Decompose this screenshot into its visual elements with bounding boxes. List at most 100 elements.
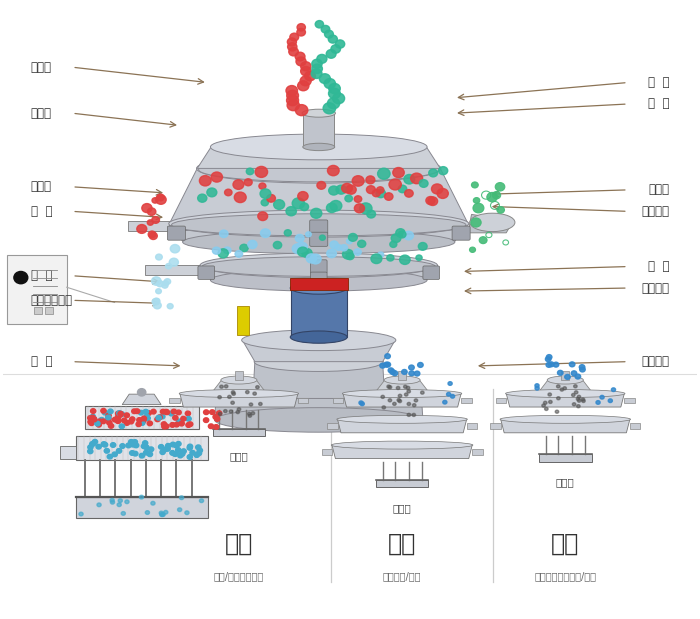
Circle shape xyxy=(164,279,171,284)
Circle shape xyxy=(147,452,153,457)
Circle shape xyxy=(367,210,375,218)
Polygon shape xyxy=(197,147,440,168)
Circle shape xyxy=(366,176,375,184)
Circle shape xyxy=(209,424,214,428)
Circle shape xyxy=(88,415,93,420)
Circle shape xyxy=(393,168,404,178)
Circle shape xyxy=(246,391,249,394)
Circle shape xyxy=(325,30,333,38)
Polygon shape xyxy=(496,397,506,403)
Polygon shape xyxy=(490,423,500,429)
Circle shape xyxy=(419,243,427,250)
Circle shape xyxy=(296,57,306,66)
Circle shape xyxy=(99,417,104,422)
Circle shape xyxy=(174,443,179,448)
FancyBboxPatch shape xyxy=(376,480,428,487)
Circle shape xyxy=(286,85,297,96)
FancyBboxPatch shape xyxy=(452,226,470,240)
Circle shape xyxy=(179,422,184,426)
Circle shape xyxy=(331,45,340,53)
Circle shape xyxy=(437,189,448,199)
FancyBboxPatch shape xyxy=(310,272,327,285)
Circle shape xyxy=(358,240,366,248)
Circle shape xyxy=(311,209,322,219)
Circle shape xyxy=(94,422,100,426)
Polygon shape xyxy=(624,397,635,403)
Polygon shape xyxy=(332,397,343,403)
Circle shape xyxy=(116,419,120,423)
Circle shape xyxy=(102,443,108,447)
Circle shape xyxy=(225,385,228,388)
Circle shape xyxy=(312,64,323,74)
Circle shape xyxy=(212,247,220,254)
Circle shape xyxy=(120,444,125,448)
Circle shape xyxy=(384,362,389,367)
Polygon shape xyxy=(374,380,430,394)
Circle shape xyxy=(188,444,193,449)
Circle shape xyxy=(389,179,401,190)
Circle shape xyxy=(574,385,577,387)
Circle shape xyxy=(407,390,410,393)
Circle shape xyxy=(335,245,342,250)
Circle shape xyxy=(389,399,392,402)
Polygon shape xyxy=(122,394,161,405)
Circle shape xyxy=(580,367,585,372)
Circle shape xyxy=(376,189,386,197)
Circle shape xyxy=(159,511,163,515)
Polygon shape xyxy=(169,397,180,403)
Circle shape xyxy=(169,411,174,416)
Circle shape xyxy=(428,197,438,206)
Circle shape xyxy=(288,43,297,51)
FancyBboxPatch shape xyxy=(423,266,440,279)
Circle shape xyxy=(155,288,162,293)
Polygon shape xyxy=(467,423,477,429)
Circle shape xyxy=(102,410,108,415)
FancyBboxPatch shape xyxy=(213,428,265,436)
Polygon shape xyxy=(298,397,308,403)
Circle shape xyxy=(121,511,125,515)
FancyBboxPatch shape xyxy=(237,306,249,335)
Circle shape xyxy=(111,500,115,504)
Circle shape xyxy=(542,404,545,407)
Polygon shape xyxy=(500,419,630,433)
Circle shape xyxy=(371,254,382,264)
Circle shape xyxy=(160,409,166,414)
Circle shape xyxy=(407,413,411,417)
Circle shape xyxy=(480,236,487,244)
Circle shape xyxy=(126,443,131,448)
Circle shape xyxy=(267,194,275,202)
FancyBboxPatch shape xyxy=(539,454,592,462)
Circle shape xyxy=(286,207,296,216)
Ellipse shape xyxy=(197,154,441,183)
Circle shape xyxy=(473,203,484,213)
Circle shape xyxy=(118,412,122,417)
Circle shape xyxy=(563,387,566,390)
Circle shape xyxy=(179,496,183,500)
Circle shape xyxy=(170,245,180,253)
Circle shape xyxy=(139,495,144,499)
Circle shape xyxy=(328,165,339,176)
Text: 束  环: 束 环 xyxy=(31,205,52,218)
Text: 下部重锤: 下部重锤 xyxy=(641,355,669,368)
Ellipse shape xyxy=(172,214,466,236)
Circle shape xyxy=(158,444,164,449)
FancyBboxPatch shape xyxy=(198,266,215,279)
Circle shape xyxy=(137,389,146,396)
Circle shape xyxy=(556,385,560,388)
Circle shape xyxy=(260,229,270,238)
Circle shape xyxy=(157,415,162,420)
Ellipse shape xyxy=(183,230,455,254)
Text: 加重块: 加重块 xyxy=(648,183,669,196)
Circle shape xyxy=(575,374,580,379)
Circle shape xyxy=(132,409,137,413)
Circle shape xyxy=(345,195,352,202)
Circle shape xyxy=(545,407,548,410)
Circle shape xyxy=(297,24,305,31)
Circle shape xyxy=(90,409,96,413)
Circle shape xyxy=(128,419,134,424)
Circle shape xyxy=(255,167,267,178)
Circle shape xyxy=(144,445,149,449)
Polygon shape xyxy=(506,394,624,407)
Circle shape xyxy=(233,180,244,189)
Circle shape xyxy=(360,203,372,214)
